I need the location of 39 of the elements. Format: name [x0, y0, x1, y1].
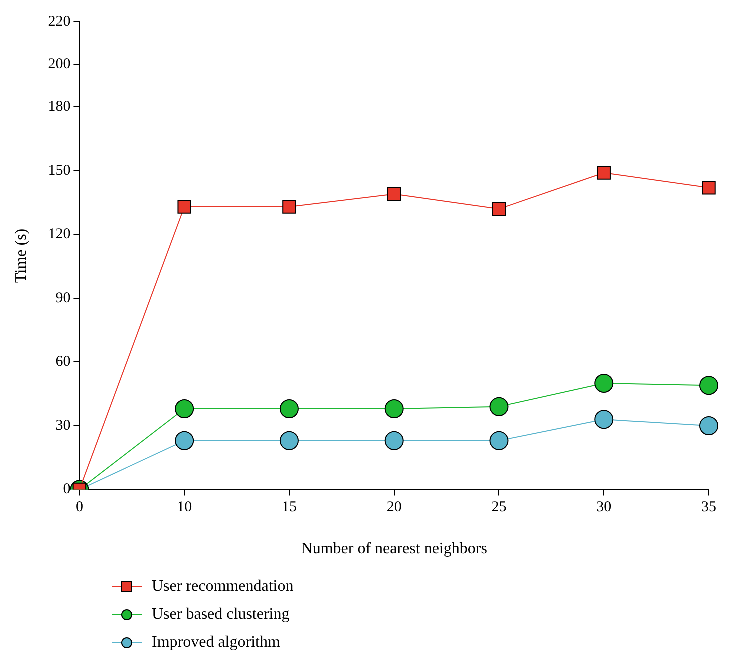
y-tick-label: 220 — [48, 14, 71, 30]
point — [492, 202, 506, 216]
point — [700, 376, 718, 396]
point — [178, 200, 192, 214]
point — [490, 397, 509, 416]
point — [384, 431, 404, 450]
point — [387, 187, 402, 202]
x-tick-label: 35 — [702, 500, 716, 516]
x-tick-label: 15 — [282, 500, 297, 516]
y-tick-label: 180 — [48, 98, 71, 115]
point — [594, 374, 614, 393]
y-tick-label: 200 — [48, 56, 71, 72]
x-tick-label: 10 — [177, 500, 192, 516]
point — [702, 180, 716, 195]
legend-label: Improved algorithm — [152, 634, 280, 652]
legend-label: User recommendation — [152, 578, 294, 596]
x-tick-label: 20 — [386, 500, 402, 516]
y-tick-label: 30 — [56, 418, 71, 434]
point — [282, 200, 296, 214]
x-tick-label: 30 — [596, 500, 612, 516]
point — [175, 400, 194, 418]
point — [594, 410, 614, 430]
point — [280, 400, 299, 418]
x-tick-label: 25 — [492, 500, 507, 516]
point — [384, 400, 404, 418]
point — [490, 431, 509, 450]
y-tick-label: 60 — [56, 354, 71, 370]
x-tick-label: 0 — [76, 500, 84, 516]
point — [700, 416, 718, 436]
legend-label: User based clustering — [152, 606, 290, 624]
y-tick-label: 150 — [48, 162, 71, 179]
x-axis-title: Number of nearest neighbors — [301, 540, 488, 558]
y-tick-label: 90 — [56, 290, 71, 306]
point — [280, 431, 299, 450]
y-axis-title: Time (s) — [12, 228, 30, 283]
y-tick-label: 0 — [63, 482, 71, 498]
point — [597, 166, 611, 180]
point — [175, 431, 194, 450]
y-tick-label: 120 — [48, 226, 71, 243]
